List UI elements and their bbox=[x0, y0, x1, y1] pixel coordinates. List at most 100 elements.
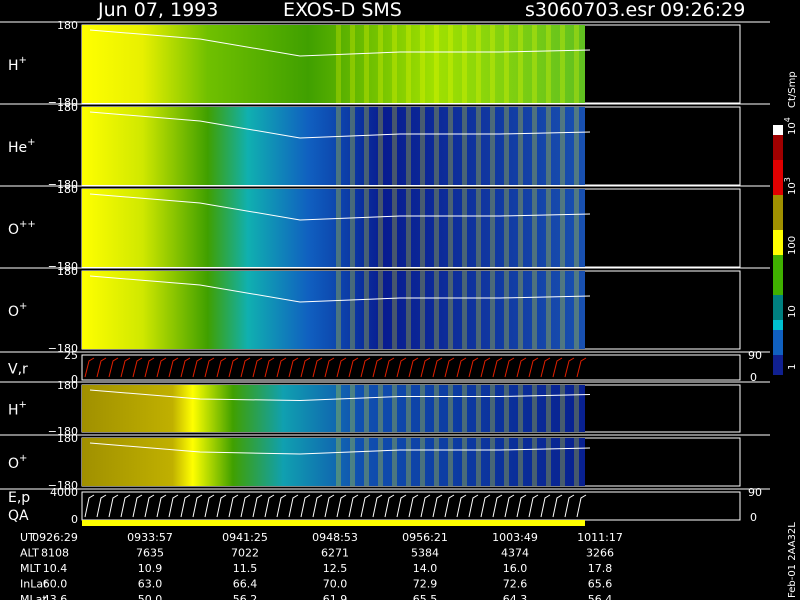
color-swatch bbox=[773, 160, 783, 195]
colorbar-label: 10 bbox=[787, 305, 798, 318]
label-exp: 3 bbox=[783, 177, 792, 182]
label-text: He bbox=[8, 140, 27, 156]
row-value: 50.0 bbox=[138, 593, 163, 600]
label-text: O bbox=[8, 456, 19, 472]
title: EXOS-D SMS bbox=[283, 0, 402, 21]
row-value: 1003:49 bbox=[492, 531, 538, 544]
row-value: 10.4 bbox=[43, 562, 68, 575]
panel-label: V,r bbox=[8, 362, 28, 378]
trace bbox=[89, 29, 591, 57]
trace bbox=[89, 275, 591, 303]
row-value: 0933:57 bbox=[127, 531, 173, 544]
row-value: 64.3 bbox=[503, 593, 528, 600]
panel-label: H+ bbox=[8, 55, 27, 74]
panel-label: O+ bbox=[8, 301, 27, 320]
row-value: 4374 bbox=[501, 547, 529, 560]
trace bbox=[89, 442, 591, 455]
label-sup: + bbox=[27, 137, 35, 148]
row-value: 66.4 bbox=[233, 578, 258, 591]
row-value: 56.4 bbox=[588, 593, 613, 600]
color-swatch bbox=[773, 255, 783, 295]
row-value: 7022 bbox=[231, 547, 259, 560]
label-exp: 4 bbox=[783, 117, 792, 122]
quality-bar bbox=[82, 520, 585, 526]
vector-glyphs bbox=[84, 357, 587, 378]
label-sup: + bbox=[19, 453, 27, 464]
color-swatch bbox=[773, 125, 783, 135]
vector-glyphs bbox=[84, 494, 587, 518]
time: 09:26:29 bbox=[660, 0, 745, 21]
trace bbox=[89, 193, 591, 221]
label-text: H bbox=[8, 58, 19, 74]
right-top-label: 90 bbox=[748, 349, 762, 362]
trace bbox=[89, 111, 591, 139]
label-text: V,r bbox=[8, 362, 28, 378]
row-label: InLat bbox=[20, 578, 48, 591]
axis-top-label: 180 bbox=[57, 19, 78, 32]
label-sup: + bbox=[19, 400, 27, 411]
axis-top-label: 180 bbox=[57, 379, 78, 392]
panel-frame bbox=[81, 354, 741, 381]
color-swatch bbox=[773, 230, 783, 255]
axis-bottom-label: −180 bbox=[48, 260, 78, 273]
axis-top-label: 180 bbox=[57, 265, 78, 278]
row-value: 11.5 bbox=[233, 562, 258, 575]
row-label: ALT bbox=[20, 547, 39, 560]
color-swatch bbox=[773, 355, 783, 375]
row-value: 0948:53 bbox=[312, 531, 358, 544]
row-value: 0926:29 bbox=[32, 531, 78, 544]
row-value: 14.0 bbox=[413, 562, 438, 575]
row-value: 56.2 bbox=[233, 593, 258, 600]
right-bottom-label: 0 bbox=[750, 371, 757, 384]
right-top-label: 90 bbox=[748, 486, 762, 499]
panel-label: He+ bbox=[8, 137, 36, 156]
panel-label: H+ bbox=[8, 400, 27, 419]
spectrogram-texture bbox=[330, 271, 585, 349]
row-label: UT bbox=[20, 531, 35, 544]
label-sup: ++ bbox=[19, 219, 36, 230]
panel-label: O+ bbox=[8, 453, 27, 472]
label-sup: + bbox=[19, 301, 27, 312]
panels: 180−180H+180−180He+180−180O++180−180O+25… bbox=[0, 19, 770, 526]
row-value: 65.5 bbox=[413, 593, 438, 600]
label-base: 10 bbox=[787, 182, 798, 195]
colorbar-unit: Ct/Smp bbox=[787, 71, 798, 108]
row-value: 72.9 bbox=[413, 578, 438, 591]
color-swatch bbox=[773, 330, 783, 355]
row-value: 60.0 bbox=[43, 578, 68, 591]
label-text: H bbox=[8, 403, 19, 419]
trace bbox=[89, 389, 591, 402]
spectrogram-texture bbox=[330, 385, 585, 432]
right-bottom-label: 0 bbox=[750, 511, 757, 524]
colorbar-label: 100 bbox=[787, 236, 798, 255]
color-swatch bbox=[773, 195, 783, 230]
color-swatch bbox=[773, 135, 783, 160]
colorbar: Ct/Smp 104 103 100 10 1 bbox=[773, 71, 798, 375]
row-value: 10.9 bbox=[138, 562, 163, 575]
row-value: 0956:21 bbox=[402, 531, 448, 544]
row-value: 70.0 bbox=[323, 578, 348, 591]
row-value: 6271 bbox=[321, 547, 349, 560]
row-value: 65.6 bbox=[588, 578, 613, 591]
row-value: 5384 bbox=[411, 547, 439, 560]
axis-top-label: 180 bbox=[57, 432, 78, 445]
row-value: 17.8 bbox=[588, 562, 613, 575]
label-sup: + bbox=[19, 55, 27, 66]
row-value: 0941:25 bbox=[222, 531, 268, 544]
panel-label-2: QA bbox=[8, 508, 29, 524]
row-label: MLT bbox=[20, 562, 41, 575]
axis-bottom-label: −180 bbox=[48, 178, 78, 191]
header: Jun 07, 1993 EXOS-D SMS s3060703.esr 09:… bbox=[97, 0, 745, 21]
row-value: 1011:17 bbox=[577, 531, 623, 544]
file: s3060703.esr bbox=[525, 0, 655, 21]
panel-label: O++ bbox=[8, 219, 36, 238]
row-value: 3266 bbox=[586, 547, 614, 560]
date: Jun 07, 1993 bbox=[97, 0, 218, 21]
panel-label: E,p bbox=[8, 490, 30, 506]
axis-top-label: 180 bbox=[57, 183, 78, 196]
label-text: O bbox=[8, 222, 19, 238]
row-value: 8108 bbox=[41, 547, 69, 560]
label-base: 10 bbox=[787, 122, 798, 135]
